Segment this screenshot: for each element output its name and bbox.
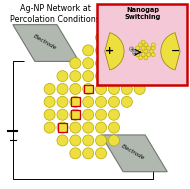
Circle shape bbox=[96, 148, 107, 159]
Circle shape bbox=[133, 51, 137, 55]
Circle shape bbox=[44, 96, 55, 107]
Circle shape bbox=[141, 46, 145, 50]
Circle shape bbox=[149, 49, 153, 53]
Wedge shape bbox=[161, 33, 180, 70]
Circle shape bbox=[83, 58, 94, 69]
Circle shape bbox=[57, 84, 68, 94]
Circle shape bbox=[138, 49, 142, 53]
Bar bbox=[71, 98, 80, 106]
Circle shape bbox=[108, 32, 120, 43]
Circle shape bbox=[134, 71, 145, 82]
Bar bbox=[97, 46, 105, 55]
Circle shape bbox=[57, 71, 68, 82]
Circle shape bbox=[121, 58, 132, 69]
Circle shape bbox=[57, 122, 68, 133]
Circle shape bbox=[108, 71, 120, 82]
Circle shape bbox=[70, 58, 81, 69]
Circle shape bbox=[134, 58, 145, 69]
Circle shape bbox=[121, 96, 132, 107]
Circle shape bbox=[96, 45, 107, 56]
Circle shape bbox=[108, 109, 120, 120]
Bar bbox=[84, 84, 93, 93]
Circle shape bbox=[121, 45, 132, 56]
Wedge shape bbox=[105, 33, 124, 70]
Circle shape bbox=[83, 96, 94, 107]
Text: +: + bbox=[130, 47, 134, 52]
Circle shape bbox=[134, 84, 145, 94]
Circle shape bbox=[108, 96, 120, 107]
Text: Ag-NP Network at
Percolation Conditions: Ag-NP Network at Percolation Conditions bbox=[10, 4, 100, 24]
Circle shape bbox=[134, 32, 145, 43]
Circle shape bbox=[147, 45, 158, 56]
Circle shape bbox=[44, 84, 55, 94]
Circle shape bbox=[83, 109, 94, 120]
Bar bbox=[71, 110, 80, 119]
Circle shape bbox=[144, 49, 148, 53]
Circle shape bbox=[108, 58, 120, 69]
Polygon shape bbox=[101, 135, 167, 172]
Circle shape bbox=[96, 96, 107, 107]
Circle shape bbox=[96, 109, 107, 120]
Text: +: + bbox=[133, 51, 137, 56]
Circle shape bbox=[151, 53, 155, 57]
Circle shape bbox=[96, 58, 107, 69]
Circle shape bbox=[144, 43, 148, 47]
Circle shape bbox=[147, 58, 158, 69]
Circle shape bbox=[70, 148, 81, 159]
Circle shape bbox=[96, 122, 107, 133]
Circle shape bbox=[121, 32, 132, 43]
Circle shape bbox=[44, 122, 55, 133]
Bar bbox=[109, 72, 118, 81]
Polygon shape bbox=[13, 25, 79, 61]
Circle shape bbox=[147, 71, 158, 82]
Text: +: + bbox=[105, 46, 114, 56]
Circle shape bbox=[57, 135, 68, 146]
Circle shape bbox=[96, 32, 107, 43]
Circle shape bbox=[83, 135, 94, 146]
Circle shape bbox=[144, 56, 148, 60]
Circle shape bbox=[121, 71, 132, 82]
Circle shape bbox=[108, 84, 120, 94]
Circle shape bbox=[151, 46, 155, 50]
Bar bbox=[58, 123, 67, 132]
Circle shape bbox=[83, 71, 94, 82]
Circle shape bbox=[121, 84, 132, 94]
Circle shape bbox=[134, 45, 145, 56]
Circle shape bbox=[108, 122, 120, 133]
Circle shape bbox=[96, 135, 107, 146]
Text: Electrode: Electrode bbox=[32, 33, 58, 51]
Circle shape bbox=[147, 46, 151, 50]
Circle shape bbox=[57, 109, 68, 120]
Circle shape bbox=[138, 43, 142, 47]
Circle shape bbox=[83, 122, 94, 133]
Text: −: − bbox=[171, 46, 180, 56]
Circle shape bbox=[96, 71, 107, 82]
Circle shape bbox=[70, 84, 81, 94]
Circle shape bbox=[129, 47, 134, 51]
Circle shape bbox=[147, 53, 151, 57]
Circle shape bbox=[83, 84, 94, 94]
Circle shape bbox=[70, 71, 81, 82]
Circle shape bbox=[70, 135, 81, 146]
Circle shape bbox=[108, 45, 120, 56]
Bar bbox=[97, 4, 188, 85]
Circle shape bbox=[70, 109, 81, 120]
Circle shape bbox=[136, 46, 140, 50]
Circle shape bbox=[108, 135, 120, 146]
Circle shape bbox=[136, 53, 140, 57]
Circle shape bbox=[138, 56, 142, 60]
Text: Nanogap
Switching: Nanogap Switching bbox=[124, 7, 161, 20]
Circle shape bbox=[70, 122, 81, 133]
Circle shape bbox=[44, 109, 55, 120]
Circle shape bbox=[83, 45, 94, 56]
Circle shape bbox=[70, 96, 81, 107]
Circle shape bbox=[57, 96, 68, 107]
Circle shape bbox=[96, 84, 107, 94]
Circle shape bbox=[83, 148, 94, 159]
Circle shape bbox=[141, 53, 145, 57]
Text: Electrode: Electrode bbox=[121, 144, 146, 161]
Circle shape bbox=[141, 40, 145, 44]
Circle shape bbox=[151, 43, 155, 47]
